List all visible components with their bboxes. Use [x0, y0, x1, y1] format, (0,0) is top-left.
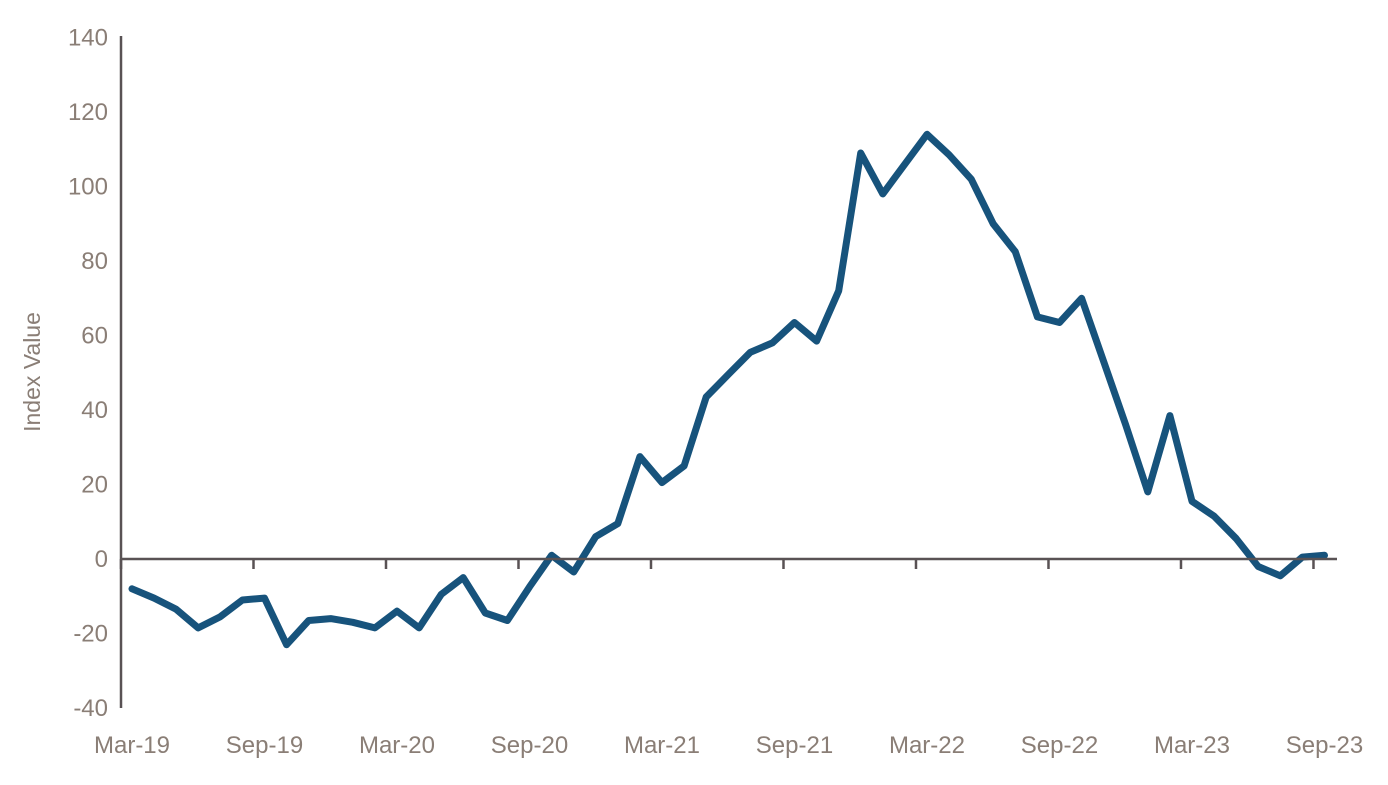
line-series-group: [128, 130, 1328, 649]
y-tick-label: 20: [81, 472, 108, 499]
y-axis-title: Index Value: [19, 312, 45, 432]
y-tick-label: 80: [81, 248, 108, 275]
y-tick-label: 0: [95, 546, 108, 573]
x-axis-tick-labels: Mar-19 Sep-19 Mar-20 Sep-20 Mar-21 Sep-21 Mar-…: [94, 732, 1363, 759]
x-tick-label: Sep-19: [226, 732, 303, 759]
y-tick-label: 100: [68, 174, 108, 201]
x-tick-label: Sep-22: [1021, 732, 1098, 759]
x-axis-ticks: [119, 559, 1315, 569]
index-value-series-line: [128, 130, 1328, 649]
x-tick-label: Sep-23: [1286, 732, 1363, 759]
x-tick-label: Mar-19: [94, 732, 170, 759]
y-axis-tick-labels: 140 120 100 80 60 40 20 0 -20 -40: [68, 25, 108, 723]
axes-group: [119, 36, 1337, 708]
x-tick-label: Mar-20: [359, 732, 435, 759]
y-tick-label: -40: [73, 695, 108, 722]
x-tick-label: Mar-21: [624, 732, 700, 759]
y-tick-label: 40: [81, 397, 108, 424]
x-tick-label: Sep-20: [491, 732, 568, 759]
y-tick-label: -20: [73, 621, 108, 648]
x-tick-label: Sep-21: [756, 732, 833, 759]
x-tick-label: Mar-22: [889, 732, 965, 759]
y-tick-label: 140: [68, 25, 108, 52]
y-tick-label: 60: [81, 323, 108, 350]
y-tick-label: 120: [68, 99, 108, 126]
x-tick-label: Mar-23: [1154, 732, 1230, 759]
